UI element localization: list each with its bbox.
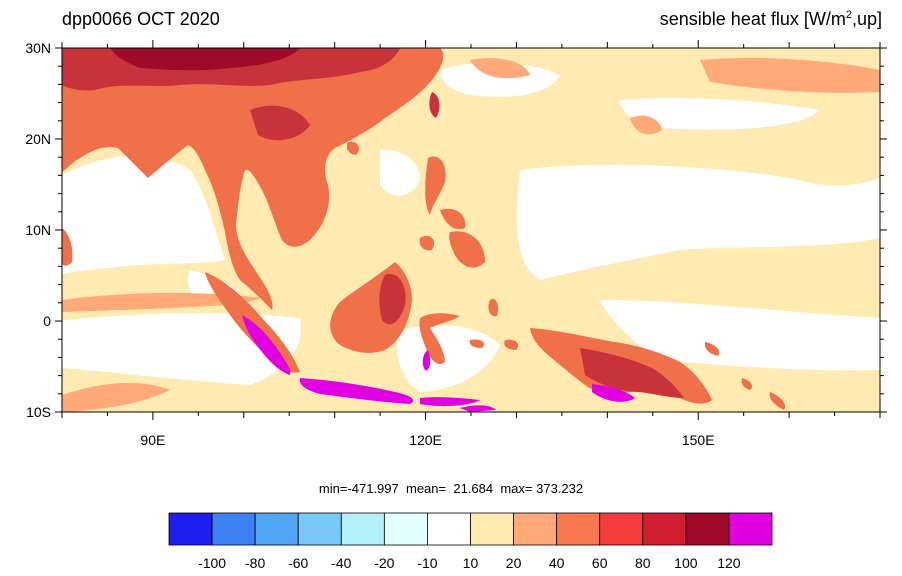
lat-tick-label: 20N [25, 131, 51, 147]
sichuan-highland [250, 105, 310, 141]
lat-tick-label: 30N [25, 40, 51, 56]
colorbar-swatch [340, 512, 385, 546]
java [299, 378, 414, 404]
tibet-core [110, 48, 300, 71]
sulawesi [419, 313, 460, 371]
colorbar-swatch [599, 512, 644, 546]
philippines [419, 156, 485, 268]
lon-tick-label: 120E [409, 432, 442, 448]
colorbar-swatch [383, 512, 428, 546]
borneo-highland [379, 274, 406, 325]
sumatra-highland [242, 315, 291, 375]
colorbar-swatch [556, 512, 601, 546]
lat-tick-label: 0 [43, 313, 51, 329]
colorbar-label: 100 [674, 555, 698, 571]
colorbar-label: 10 [463, 555, 479, 571]
asia-mainland [62, 48, 444, 310]
colorbar-swatch [427, 512, 471, 546]
maluku-islands [469, 299, 519, 350]
new-guinea-highland [580, 348, 684, 398]
lon-tick-label: 90E [140, 432, 165, 448]
hainan [346, 141, 359, 155]
lat-tick-label: 10S [26, 404, 51, 420]
variable-title: sensible heat flux [W/m2,up] [660, 9, 882, 30]
max-label: max= [500, 481, 533, 496]
lat-tick-label: 10N [25, 222, 51, 238]
colorbar-label: -100 [198, 555, 226, 571]
colorbar-swatch [685, 512, 730, 546]
new-guinea-peak [592, 384, 635, 402]
colorbar-swatch [728, 512, 773, 546]
colorbar-label: 80 [635, 555, 651, 571]
lesser-sunda [420, 397, 496, 412]
colorbar-swatch [168, 512, 213, 546]
colorbar-label: -40 [331, 555, 351, 571]
colorbar-label: -60 [288, 555, 308, 571]
map-title: dpp0066 OCT 2020 [62, 9, 220, 29]
axis-ticks [55, 40, 887, 420]
colorbar-swatch [470, 512, 514, 546]
min-label: min= [318, 481, 348, 496]
max-value: 373.232 [536, 481, 584, 496]
min-value: -471.997 [347, 481, 399, 496]
colorbar-swatch [513, 512, 558, 546]
colorbar-label: -80 [245, 555, 265, 571]
pacific-islands [704, 342, 786, 410]
taiwan [429, 92, 440, 118]
map-field [62, 48, 880, 412]
field-statistics: min=-471.997 mean= 21.684 max= 373.232 [0, 481, 902, 496]
variable-title-sup: 2 [845, 9, 852, 21]
variable-title-prefix: sensible heat flux [W/m [659, 9, 846, 29]
colorbar-label: 20 [506, 555, 522, 571]
colorbar-swatch [254, 512, 299, 546]
colorbar-swatch [642, 512, 687, 546]
axis-tick-labels: 30N 20N 10N 0 10S 90E 120E 150E [25, 40, 714, 448]
colorbar-label: 120 [717, 555, 741, 571]
india-coast [62, 228, 73, 266]
colorbar-label: 60 [592, 555, 608, 571]
mean-label: mean= [405, 481, 447, 496]
colorbar-label: -10 [417, 555, 437, 571]
colorbar-swatch [297, 512, 342, 546]
mean-value: 21.684 [453, 481, 494, 496]
variable-title-suffix: ,up] [851, 9, 882, 29]
colorbar-label: -20 [374, 555, 394, 571]
colorbar: -100 -80 -60 -40 -20 -10 10 20 40 60 80 100 120 [168, 512, 773, 571]
lon-tick-label: 150E [682, 432, 715, 448]
colorbar-swatch [211, 512, 256, 546]
colorbar-label: 40 [549, 555, 565, 571]
